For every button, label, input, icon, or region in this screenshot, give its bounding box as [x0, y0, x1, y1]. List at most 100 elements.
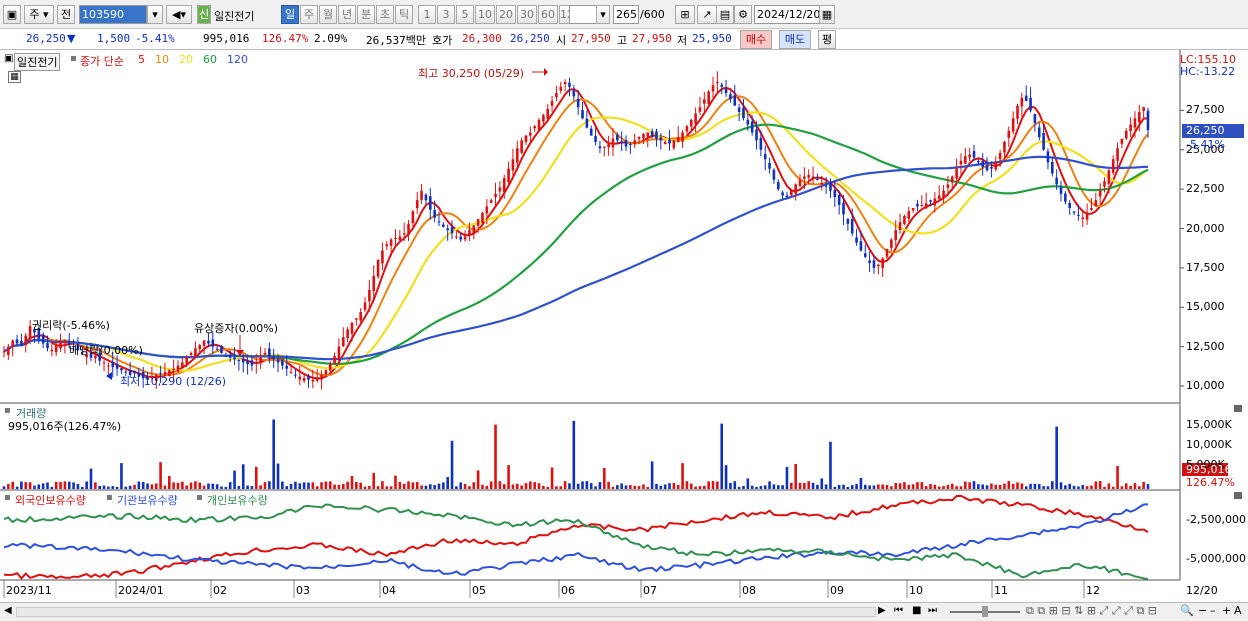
volume-bar: [1116, 465, 1119, 489]
code-dropdown[interactable]: ▾: [147, 5, 163, 24]
grid-icon[interactable]: ▦: [8, 71, 21, 83]
period-button[interactable]: 주: [300, 5, 318, 24]
tool-icons[interactable]: ⧉ ⧉ ⊞ ⊟ ⇅ ⊞ ⤢ ⤢ ⤢ ⧉ ⊟: [1026, 604, 1158, 617]
amount: 26,537백만: [366, 34, 426, 47]
calendar-icon[interactable]: ▦: [819, 5, 835, 24]
candle-body: [72, 345, 75, 347]
interval-button[interactable]: 10: [475, 5, 495, 24]
period-button[interactable]: 틱: [395, 5, 413, 24]
candle-body: [703, 99, 706, 104]
candle-body: [642, 134, 645, 139]
chart-area[interactable]: [0, 50, 1248, 602]
date-input[interactable]: 2024/12/20: [754, 5, 820, 24]
scrollbar-track[interactable]: [16, 607, 876, 617]
stop-icon[interactable]: ■: [912, 605, 922, 616]
candle-body: [237, 359, 241, 361]
volume-bar: [472, 482, 476, 489]
interval-button[interactable]: 1: [418, 5, 436, 24]
volume-bar: [1042, 486, 1045, 489]
scroll-right-icon[interactable]: ▶: [878, 605, 886, 616]
volume-bar: [302, 482, 306, 489]
plus-icon[interactable]: +: [1222, 604, 1232, 617]
count-input[interactable]: 265: [613, 5, 639, 24]
volume-bar: [424, 485, 428, 489]
volume-bar: [1064, 485, 1067, 489]
volume-bar: [711, 481, 715, 489]
zoom-slider-handle[interactable]: [982, 606, 988, 617]
candle-body: [150, 376, 154, 378]
interval-dropdown[interactable]: ▾: [596, 5, 610, 24]
interval-button[interactable]: 3: [437, 5, 455, 24]
window-icon[interactable]: ▣: [3, 5, 21, 24]
volume-bar: [372, 472, 376, 489]
volume-bar: [363, 486, 367, 489]
interval-button[interactable]: 5: [456, 5, 474, 24]
volume-bar: [585, 481, 589, 489]
candle-body: [1111, 159, 1115, 173]
candle-body: [746, 119, 750, 125]
volume-bar: [141, 481, 145, 489]
candle-body: [1033, 113, 1037, 123]
rewind-icon[interactable]: ⏮: [894, 605, 903, 616]
minus-icon[interactable]: −: [1198, 604, 1208, 617]
candle-body: [468, 230, 471, 236]
x-label: 03: [296, 584, 310, 597]
period-button[interactable]: 년: [338, 5, 356, 24]
sell-button[interactable]: 매도: [779, 30, 811, 49]
candle-body: [515, 148, 519, 163]
candle-body: [1094, 200, 1098, 207]
holding-legend-0: 외국인보유수량: [15, 494, 86, 507]
volume-bar: [824, 484, 828, 489]
font-icon[interactable]: A: [1234, 604, 1242, 617]
volume-bar: [1055, 426, 1058, 489]
volume-bar: [281, 481, 284, 489]
candle-body: [1011, 118, 1015, 132]
price-ytick: 25,000: [1186, 142, 1225, 156]
scroll-left-icon[interactable]: ◀: [4, 605, 12, 616]
volume-bars: [2, 419, 1150, 489]
ma-legend-60: 60: [203, 53, 217, 66]
candle-body: [833, 190, 837, 198]
stock-label[interactable]: 일진전기: [14, 53, 61, 71]
buy-button[interactable]: 매수: [740, 30, 772, 49]
candle-body: [154, 374, 158, 382]
volume-bar: [107, 486, 110, 489]
volume-bar: [781, 485, 784, 489]
interval-button[interactable]: 20: [496, 5, 516, 24]
gear-icon[interactable]: ⚙: [734, 5, 752, 24]
period-button[interactable]: 일: [281, 5, 299, 24]
volume: 995,016: [203, 32, 250, 45]
market-select[interactable]: 주 ▾: [24, 5, 54, 24]
candle-body: [533, 126, 536, 129]
volume-bar: [102, 485, 106, 489]
candle-icon[interactable]: ⊞: [675, 5, 695, 24]
volume-bar: [485, 485, 489, 489]
draw-icon[interactable]: ↗: [697, 5, 717, 24]
candle-body: [655, 131, 658, 139]
code-input[interactable]: 103590: [79, 5, 147, 24]
zoom-icon[interactable]: 🔍: [1180, 604, 1194, 617]
volume-bar: [420, 485, 423, 489]
prev-button[interactable]: 전: [57, 5, 75, 24]
dash-icon[interactable]: –: [1210, 604, 1216, 617]
period-button[interactable]: 초: [376, 5, 394, 24]
interval-button[interactable]: 60: [538, 5, 558, 24]
annotation-dividend: 배당락(0.00%): [69, 344, 143, 357]
candle-body: [102, 362, 106, 364]
forward-icon[interactable]: ⏭: [928, 605, 937, 616]
volume-bar: [1007, 481, 1011, 489]
ask-label: 호가: [432, 34, 453, 47]
save-icon[interactable]: ▤: [716, 5, 734, 24]
candle-body: [772, 169, 776, 180]
sound-icon[interactable]: ◀▾: [166, 5, 192, 24]
volume-bar: [272, 419, 275, 489]
volume-bar: [837, 485, 841, 489]
interval-button[interactable]: 30: [517, 5, 537, 24]
period-button[interactable]: 월: [319, 5, 337, 24]
volume-bar: [681, 463, 684, 489]
candle-body: [63, 340, 67, 344]
avg-button[interactable]: 평: [818, 30, 836, 49]
volume-bar: [41, 483, 45, 489]
change: 1,500: [97, 32, 131, 45]
period-button[interactable]: 분: [357, 5, 375, 24]
